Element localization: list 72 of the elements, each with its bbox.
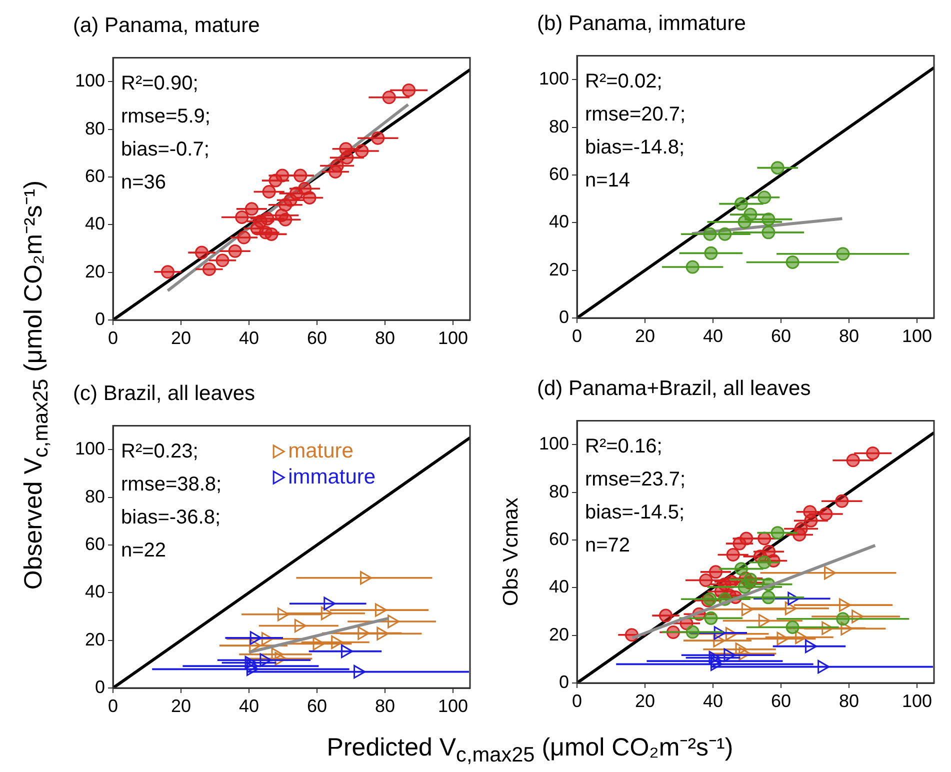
x-tick-label: 80: [838, 690, 860, 711]
annotation: rmse=38.8;: [121, 473, 222, 496]
x-tick-label: 40: [238, 696, 260, 716]
y-tick-label: 0: [94, 308, 105, 329]
x-tick-label: 80: [374, 696, 396, 716]
annotation: bias=-14.8;: [585, 136, 685, 158]
x-tick-label: 20: [634, 690, 656, 711]
chart-title: (a) Panama, mature: [73, 14, 260, 38]
annotation: bias=-36.8;: [121, 506, 221, 528]
y-tick-label: 40: [84, 582, 105, 602]
x-tick-label: 40: [702, 690, 724, 711]
annotation: rmse=23.7;: [585, 468, 686, 490]
chart-title: (d) Panama+Brazil, all leaves: [537, 377, 811, 401]
annotation: rmse=20.7;: [585, 103, 686, 126]
y-tick-label: 80: [84, 486, 105, 506]
y-tick-label: 0: [558, 672, 569, 692]
y-tick-label: 60: [84, 534, 105, 554]
x-tick-label: 40: [702, 326, 724, 346]
y-tick-label: 0: [94, 676, 105, 697]
annotation: R²=0.90;: [121, 72, 198, 94]
x-tick-label: 0: [108, 696, 118, 716]
annotation: bias=-0.7;: [121, 138, 210, 160]
y-tick-label: 40: [548, 576, 569, 597]
x-tick-label: 20: [170, 696, 192, 716]
x-tick-label: 80: [838, 326, 860, 346]
x-tick-label: 80: [374, 328, 396, 348]
y-tick-label: 20: [548, 624, 569, 644]
legend-label: mature: [288, 439, 354, 462]
annotation: R²=0.23;: [121, 440, 198, 462]
y-tick-label: 60: [548, 164, 569, 184]
y-tick-label: 80: [548, 116, 569, 136]
x-tick-label: 20: [170, 328, 192, 348]
y-tick-label: 0: [558, 306, 569, 327]
x-tick-label: 60: [770, 326, 792, 346]
annotation: n=36: [121, 171, 166, 194]
annotation: n=14: [585, 169, 630, 192]
annotation: R²=0.02;: [585, 70, 662, 92]
y-axis-title: Obs Vcmax: [499, 497, 522, 606]
x-axis-title: Predicted V$_{c,max25}$ (μmol CO₂m⁻²s⁻¹): [326, 732, 734, 768]
y-tick-label: 60: [84, 166, 105, 186]
x-tick-label: 100: [438, 328, 468, 348]
legend-label: immature: [288, 465, 376, 488]
x-tick-label: 20: [634, 326, 656, 346]
y-tick-label: 100: [74, 70, 105, 91]
y-tick-label: 40: [548, 212, 569, 232]
y-tick-label: 20: [548, 259, 569, 280]
x-tick-label: 100: [438, 696, 468, 716]
y-tick-label: 20: [84, 261, 105, 282]
x-tick-label: 0: [572, 326, 582, 346]
annotation: n=72: [585, 534, 630, 556]
y-tick-label: 60: [548, 528, 569, 549]
x-tick-label: 60: [306, 328, 328, 348]
chart-title: (c) Brazil, all leaves: [73, 382, 256, 406]
x-tick-label: 60: [770, 690, 792, 711]
x-tick-label: 100: [902, 690, 932, 711]
y-tick-label: 80: [84, 118, 105, 138]
y-tick-label: 100: [538, 68, 569, 89]
y-tick-label: 100: [74, 438, 105, 459]
y-tick-label: 100: [538, 434, 569, 454]
x-tick-label: 40: [238, 328, 260, 348]
y-tick-label: 80: [548, 481, 569, 502]
x-tick-label: 0: [108, 328, 118, 348]
x-tick-label: 0: [572, 690, 582, 711]
x-tick-label: 60: [306, 696, 328, 716]
chart-title: (b) Panama, immature: [537, 12, 746, 36]
annotation: rmse=5.9;: [121, 105, 210, 128]
annotation: n=22: [121, 539, 166, 562]
annotation: bias=-14.5;: [585, 501, 685, 524]
x-tick-label: 100: [902, 326, 932, 346]
y-tick-label: 40: [84, 214, 105, 234]
y-tick-label: 20: [84, 629, 105, 650]
annotation: R²=0.16;: [585, 435, 662, 458]
